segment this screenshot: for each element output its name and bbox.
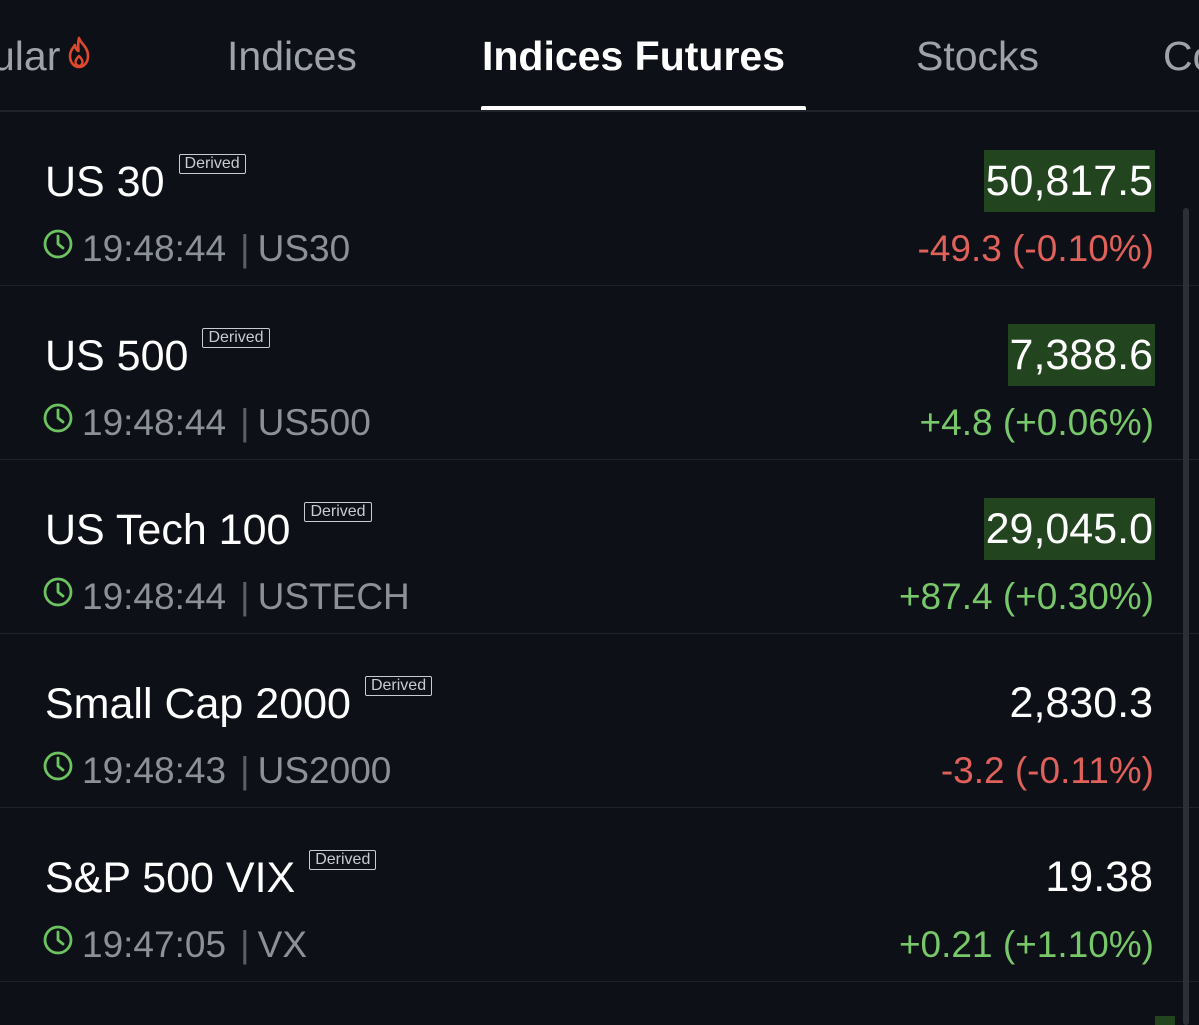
update-time: 19:48:44 (82, 576, 227, 617)
instrument-symbol: US2000 (257, 750, 392, 791)
last-price: 29,045.0 (983, 498, 1155, 560)
update-time: 19:48:44 (82, 228, 227, 269)
list-item[interactable]: US Tech 100 Derived 19:48:44 | USTECH 29,04… (0, 460, 1199, 634)
clock-icon (42, 399, 74, 445)
list-item[interactable]: Small Cap 2000 Derived 19:48:43 | US2000 2,… (0, 634, 1199, 808)
active-tab-indicator (481, 106, 806, 110)
price-change: +87.4 (+0.30%) (898, 576, 1154, 617)
price-change: +0.21 (+1.10%) (898, 924, 1154, 965)
list-item[interactable]: S&P 500 VIX Derived 19:47:05 | VX 19.38 +0.… (0, 808, 1199, 982)
market-tabs: ular Indices Indices Futures Stocks Co (0, 0, 1199, 112)
instrument-symbol: US30 (257, 228, 351, 269)
scrollbar[interactable] (1183, 208, 1189, 1025)
separator: | (240, 228, 250, 269)
next-row-price-highlight (1155, 1016, 1175, 1025)
fire-icon (64, 32, 94, 80)
instrument-symbol: VX (257, 924, 308, 965)
derived-badge: Derived (202, 328, 270, 348)
instrument-name: US Tech 100 (45, 506, 291, 554)
list-item[interactable]: US 30 Derived 19:48:44 | US30 50,817.5 -49.… (0, 112, 1199, 286)
price-change: -49.3 (-0.10%) (917, 228, 1155, 269)
derived-badge: Derived (304, 502, 372, 522)
price-change: +4.8 (+0.06%) (919, 402, 1154, 443)
instrument-name: US 500 (45, 332, 189, 380)
last-price: 50,817.5 (983, 150, 1155, 212)
derived-badge: Derived (178, 154, 246, 174)
tab-popular[interactable]: ular (0, 32, 94, 80)
clock-icon (42, 921, 74, 967)
tab-popular-label: ular (0, 33, 61, 79)
clock-icon (42, 225, 74, 271)
last-price: 7,388.6 (1007, 324, 1155, 386)
derived-badge: Derived (309, 850, 377, 870)
tab-commodities[interactable]: Co (1163, 33, 1199, 79)
separator: | (240, 576, 250, 617)
instrument-name: US 30 (45, 158, 165, 206)
separator: | (240, 924, 250, 965)
price-change: -3.2 (-0.11%) (940, 750, 1154, 791)
update-time: 19:47:05 (82, 924, 227, 965)
update-time: 19:48:44 (82, 402, 227, 443)
tab-stocks[interactable]: Stocks (916, 33, 1040, 79)
list-item[interactable]: US 500 Derived 19:48:44 | US500 7,388.6 +4.… (0, 286, 1199, 460)
update-time: 19:48:43 (82, 750, 227, 791)
derived-badge: Derived (364, 676, 433, 696)
instrument-name: Small Cap 2000 (45, 680, 351, 728)
last-price: 19.38 (1045, 853, 1153, 901)
tab-indices[interactable]: Indices (227, 33, 357, 79)
last-price: 2,830.3 (1009, 679, 1153, 727)
clock-icon (42, 747, 74, 793)
clock-icon (42, 573, 74, 619)
instrument-list: US 30 Derived 19:48:44 | US30 50,817.5 -49.… (0, 112, 1199, 982)
tab-indices-futures[interactable]: Indices Futures (482, 33, 786, 79)
instrument-symbol: US500 (257, 402, 371, 443)
instrument-name: S&P 500 VIX (45, 854, 296, 902)
separator: | (240, 750, 250, 791)
separator: | (240, 402, 250, 443)
instrument-symbol: USTECH (257, 576, 410, 617)
